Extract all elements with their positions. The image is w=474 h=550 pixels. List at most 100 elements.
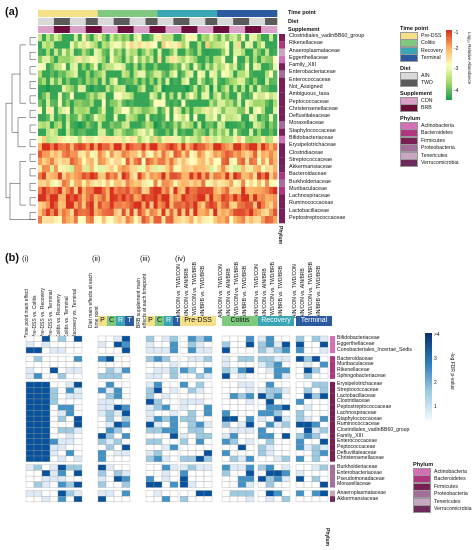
heatmap-a-cell [217,106,222,115]
heatmap-a-cell [225,172,230,180]
phylum-legend-item: Verrucomicrobia [400,159,458,168]
heatmap-b-cell [203,381,213,388]
supplement-track-cell [193,26,198,33]
heatmap-a-cell [61,216,67,224]
phylum-legend-label: Tenericutes [421,152,448,159]
heatmap-a-cell [149,157,154,166]
heatmap-a-cell [273,150,278,159]
heatmap-b-cell [257,341,267,348]
heatmap-b-cell [169,381,179,388]
heatmap-b-cell [25,387,35,394]
heatmap-b-cell [257,455,267,462]
phylum-strip-cell [279,216,285,224]
heatmap-a-cell [265,143,270,151]
heatmap-a-cell [49,150,55,159]
heatmap-b-cell [319,341,329,348]
heatmap-b-cell [195,475,205,482]
heatmap-a-cell [217,70,222,78]
heatmap-a-cell [113,92,118,100]
timepoint-track-cell [233,10,238,17]
heatmap-a-cell [65,41,71,49]
heatmap-a-cell [273,165,278,173]
heatmap-a-cell [77,179,83,188]
heatmap-b-cell [73,404,83,411]
heatmap-a-cell [81,194,87,202]
section-label-i: (i) [22,254,29,263]
heatmap-b-cell [145,427,155,434]
heatmap-b-cell [153,450,163,457]
heatmap-a-cell [181,106,186,115]
heatmap-a-cell [53,143,59,151]
heatmap-a-cell [101,34,107,42]
heatmap-b-cell [265,373,275,380]
family-label-b: Staphylococcaceae [337,415,382,422]
heatmap-a-cell [209,135,214,144]
heatmap-a-cell [257,194,262,202]
heatmap-a-cell [141,194,146,202]
heatmap-a-cell [161,99,166,108]
heatmap-b-cell [73,355,83,362]
heatmap-b-cell [121,427,131,434]
heatmap-a-cell [185,201,190,210]
heatmap-a-cell [265,208,270,217]
family-label-b: Bifidobacteriaceae [337,335,380,342]
heatmap-a-cell [57,208,63,217]
heatmap-a-cell [133,135,138,144]
heatmap-b-cell [319,496,329,503]
heatmap-b-cell [237,393,247,400]
heatmap-a-cell [241,179,246,188]
heatmap-b-cell [169,335,179,342]
heatmap-b-cell [265,475,275,482]
heatmap-a-cell [177,194,182,202]
heatmap-a-cell [237,70,242,78]
supplement-track-cell [93,26,99,33]
heatmap-a-cell [221,172,226,180]
heatmap-a-cell [273,201,278,210]
heatmap-a-cell [121,34,126,42]
supplement-track-cell [101,26,107,33]
heatmap-b-cell [265,393,275,400]
heatmap-a-cell [269,63,274,71]
heatmap-a-cell [221,84,226,93]
heatmap-b-cell [73,387,83,394]
heatmap-b-cell [25,433,35,440]
heatmap-b-cell [145,361,155,368]
heatmap-b-cell [187,470,197,477]
heatmap-a-cell [85,208,91,217]
heatmap-a-cell [173,216,178,224]
heatmap-a-cell [217,77,222,86]
heatmap-a-cell [197,216,202,224]
heatmap-b-cell [145,410,155,417]
heatmap-a-cell [233,128,238,137]
heatmap-b-cell [203,433,213,440]
heatmap-b-cell [121,404,131,411]
heatmap-b-cell [169,373,179,380]
heatmap-b-cell [153,444,163,451]
heatmap-b-cell [33,438,43,445]
heatmap-b-cell [33,427,43,434]
heatmap-b-cell [295,341,305,348]
heatmap-a-cell [53,179,59,188]
timepoint-track-cell [153,10,158,17]
heatmap-a-cell [269,128,274,137]
heatmap-a-cell [161,128,166,137]
heatmap-a-cell [229,99,234,108]
heatmap-a-cell [65,179,71,188]
heatmap-a-cell [261,77,266,86]
heatmap-a-cell [241,48,246,57]
heatmap-b-cell [303,393,313,400]
heatmap-b-cell [57,438,67,445]
heatmap-b-cell [25,361,35,368]
timepoint-track-cell [53,10,59,17]
heatmap-b-cell [311,410,321,417]
heatmap-b-cell [57,470,67,477]
heatmap-a-cell [185,99,190,108]
heatmap-a-cell [185,179,190,188]
heatmap-a-cell [181,150,186,159]
heatmap-b-cell [187,464,197,471]
heatmap-a-cell [165,114,170,122]
heatmap-b-cell [265,415,275,422]
heatmap-a-cell [157,55,162,64]
heatmap-a-cell [177,114,182,122]
heatmap-b-cell [281,450,291,457]
